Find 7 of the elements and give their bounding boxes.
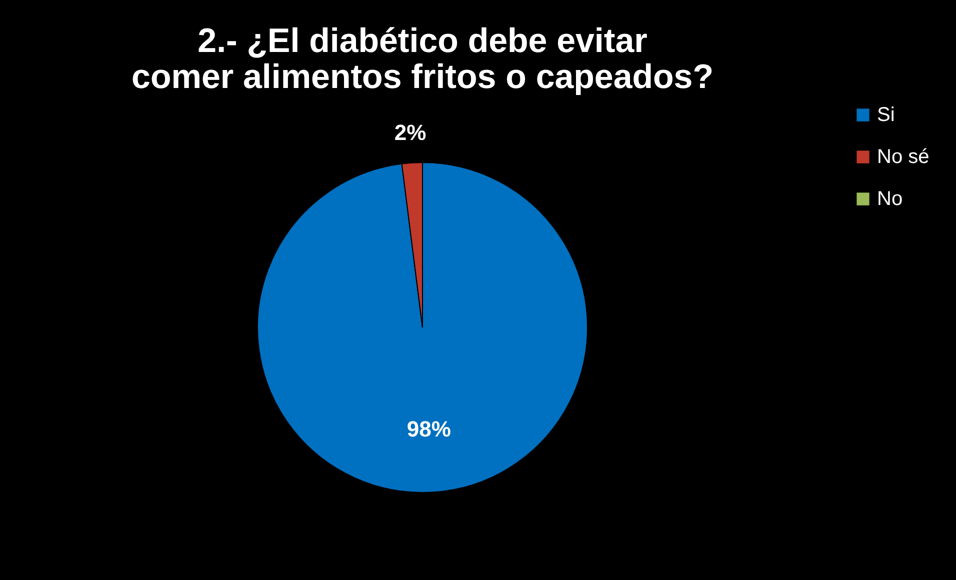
data-label: 98%	[406, 416, 451, 442]
legend-label: No sé	[877, 146, 930, 168]
pie-slice	[257, 162, 588, 493]
data-label: 2%	[394, 120, 426, 145]
legend-label: No	[877, 188, 903, 210]
legend-label: Si	[877, 104, 895, 126]
chart-title: 2.- ¿El diabético debe evitar comer alimentos fritos o capeados?	[132, 22, 714, 96]
